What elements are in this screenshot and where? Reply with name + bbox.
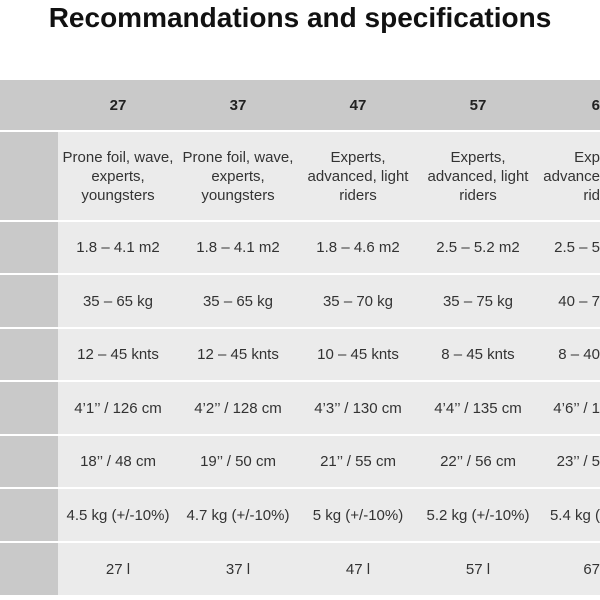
table-cell: 8 – 40 bbox=[538, 329, 600, 380]
header-corner bbox=[0, 80, 58, 130]
table-cell: 35 – 75 kg bbox=[418, 275, 538, 327]
table-cell: 10 – 45 knts bbox=[298, 329, 418, 380]
table-cell: 5 kg (+/-10%) bbox=[298, 489, 418, 541]
column-header: 27 bbox=[58, 80, 178, 130]
table-cell: Experts, advanced, light riders bbox=[298, 132, 418, 220]
row-label-cell bbox=[0, 222, 58, 273]
table-cell: 4.7 kg (+/-10%) bbox=[178, 489, 298, 541]
table-cell: 40 – 7 bbox=[538, 275, 600, 327]
table-cell: 21’’ / 55 cm bbox=[298, 436, 418, 487]
row-label-cell bbox=[0, 132, 58, 220]
table-cell: 5.4 kg ( bbox=[538, 489, 600, 541]
column-header: 47 bbox=[298, 80, 418, 130]
table-cell: 35 – 70 kg bbox=[298, 275, 418, 327]
table-cell: 1.8 – 4.1 m2 bbox=[58, 222, 178, 273]
table-cell: 37 l bbox=[178, 543, 298, 595]
table-cell: 47 l bbox=[298, 543, 418, 595]
table-cell: 4’4’’ / 135 cm bbox=[418, 382, 538, 434]
table-cell: 27 l bbox=[58, 543, 178, 595]
table-cell: 4’6’’ / 1 bbox=[538, 382, 600, 434]
table-cell: 1.8 – 4.1 m2 bbox=[178, 222, 298, 273]
table-cell: 2.5 – 5.2 m2 bbox=[418, 222, 538, 273]
table-cell: Prone foil, wave, experts, youngsters bbox=[178, 132, 298, 220]
table-cell: 57 l bbox=[418, 543, 538, 595]
table-cell: 4’3’’ / 130 cm bbox=[298, 382, 418, 434]
table-cell: Experts, advanced, light riders bbox=[418, 132, 538, 220]
column-header: 57 bbox=[418, 80, 538, 130]
row-label-cell bbox=[0, 329, 58, 380]
column-header: 37 bbox=[178, 80, 298, 130]
page-title: Recommandations and specifications bbox=[48, 2, 552, 33]
table-cell: 35 – 65 kg bbox=[58, 275, 178, 327]
row-label-cell bbox=[0, 543, 58, 595]
spec-table: 27 37 47 57 6 Prone foil, wave, experts, youn… bbox=[0, 80, 600, 600]
row-label-cell bbox=[0, 436, 58, 487]
table-cell: 1.8 – 4.6 m2 bbox=[298, 222, 418, 273]
table-cell: 12 – 45 knts bbox=[178, 329, 298, 380]
table-cell: Prone foil, wave, experts, youngsters bbox=[58, 132, 178, 220]
table-cell: 67 bbox=[538, 543, 600, 595]
table-cell: 8 – 45 knts bbox=[418, 329, 538, 380]
row-label-cell bbox=[0, 275, 58, 327]
table-cell: 4’2’’ / 128 cm bbox=[178, 382, 298, 434]
table-cell: 2.5 – 5 bbox=[538, 222, 600, 273]
table-cell: 19’’ / 50 cm bbox=[178, 436, 298, 487]
table-cell: 22’’ / 56 cm bbox=[418, 436, 538, 487]
row-label-cell bbox=[0, 489, 58, 541]
table-cell: 5.2 kg (+/-10%) bbox=[418, 489, 538, 541]
table-cell: 12 – 45 knts bbox=[58, 329, 178, 380]
table-cell: 4.5 kg (+/-10%) bbox=[58, 489, 178, 541]
table-cell: Exp advance rid bbox=[538, 132, 600, 220]
row-label-cell bbox=[0, 382, 58, 434]
table-cell: 23’’ / 5 bbox=[538, 436, 600, 487]
table-cell: 35 – 65 kg bbox=[178, 275, 298, 327]
table-cell: 4’1’’ / 126 cm bbox=[58, 382, 178, 434]
column-header: 6 bbox=[538, 80, 600, 130]
table-cell: 18’’ / 48 cm bbox=[58, 436, 178, 487]
